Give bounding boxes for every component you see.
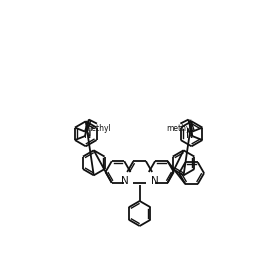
Text: methyl: methyl — [84, 124, 111, 133]
Text: N: N — [185, 130, 192, 140]
Text: N: N — [120, 176, 128, 186]
Text: N: N — [84, 130, 91, 140]
Text: methyl: methyl — [165, 124, 192, 133]
Text: N: N — [150, 176, 158, 186]
Text: N: N — [84, 127, 91, 138]
Text: N: N — [185, 127, 192, 138]
